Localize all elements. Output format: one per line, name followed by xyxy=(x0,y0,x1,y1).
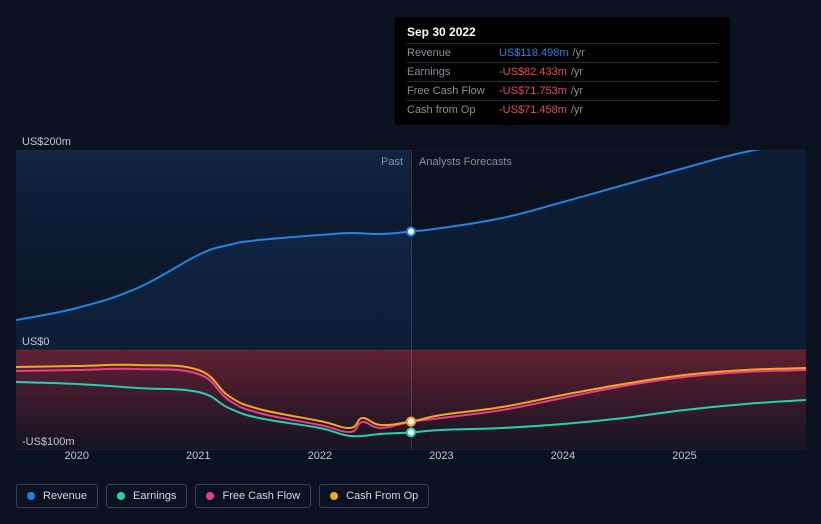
tooltip-row-unit: /yr xyxy=(573,47,585,59)
tooltip-row-label: Cash from Op xyxy=(407,104,499,116)
tooltip-row-value: -US$82.433m xyxy=(499,66,567,78)
x-tick-label: 2022 xyxy=(308,450,332,462)
tooltip-row-unit: /yr xyxy=(571,104,583,116)
tooltip-row: Free Cash Flow-US$71.753m/yr xyxy=(407,81,718,100)
tooltip-row-label: Revenue xyxy=(407,47,499,59)
y-tick-label: US$200m xyxy=(22,136,71,148)
tooltip-row-label: Earnings xyxy=(407,66,499,78)
x-tick-label: 2023 xyxy=(429,450,453,462)
legend-item-free-cash-flow[interactable]: Free Cash Flow xyxy=(195,484,311,508)
y-tick-label: US$0 xyxy=(22,336,50,348)
legend-item-revenue[interactable]: Revenue xyxy=(16,484,98,508)
x-axis: 2020 2021 2022 2023 2024 2025 xyxy=(16,450,806,470)
y-tick-label: -US$100m xyxy=(22,436,75,448)
past-label: Past xyxy=(381,156,403,168)
legend-dot-icon xyxy=(330,492,338,500)
tooltip-row-label: Free Cash Flow xyxy=(407,85,499,97)
tooltip-row-unit: /yr xyxy=(571,85,583,97)
tooltip: Sep 30 2022 RevenueUS$118.498m/yrEarning… xyxy=(395,17,730,125)
legend-label: Cash From Op xyxy=(346,490,418,502)
legend-dot-icon xyxy=(27,492,35,500)
legend-item-cash-from-op[interactable]: Cash From Op xyxy=(319,484,429,508)
legend-label: Earnings xyxy=(133,490,176,502)
legend-item-earnings[interactable]: Earnings xyxy=(106,484,187,508)
forecast-label: Analysts Forecasts xyxy=(419,156,512,168)
legend: Revenue Earnings Free Cash Flow Cash From O… xyxy=(16,484,429,508)
legend-dot-icon xyxy=(117,492,125,500)
tooltip-row-value: US$118.498m xyxy=(499,47,569,59)
tooltip-row: RevenueUS$118.498m/yr xyxy=(407,43,718,62)
x-tick-label: 2021 xyxy=(186,450,210,462)
tooltip-row: Earnings-US$82.433m/yr xyxy=(407,62,718,81)
past-forecast-divider xyxy=(411,150,412,450)
tooltip-row-value: -US$71.753m xyxy=(499,85,567,97)
tooltip-row-unit: /yr xyxy=(571,66,583,78)
tooltip-row-value: -US$71.458m xyxy=(499,104,567,116)
tooltip-rows: RevenueUS$118.498m/yrEarnings-US$82.433m… xyxy=(407,43,718,119)
legend-label: Free Cash Flow xyxy=(222,490,300,502)
tooltip-title: Sep 30 2022 xyxy=(407,25,718,43)
legend-label: Revenue xyxy=(43,490,87,502)
legend-dot-icon xyxy=(206,492,214,500)
x-tick-label: 2024 xyxy=(551,450,575,462)
tooltip-row: Cash from Op-US$71.458m/yr xyxy=(407,100,718,119)
x-tick-label: 2025 xyxy=(672,450,696,462)
x-tick-label: 2020 xyxy=(65,450,89,462)
